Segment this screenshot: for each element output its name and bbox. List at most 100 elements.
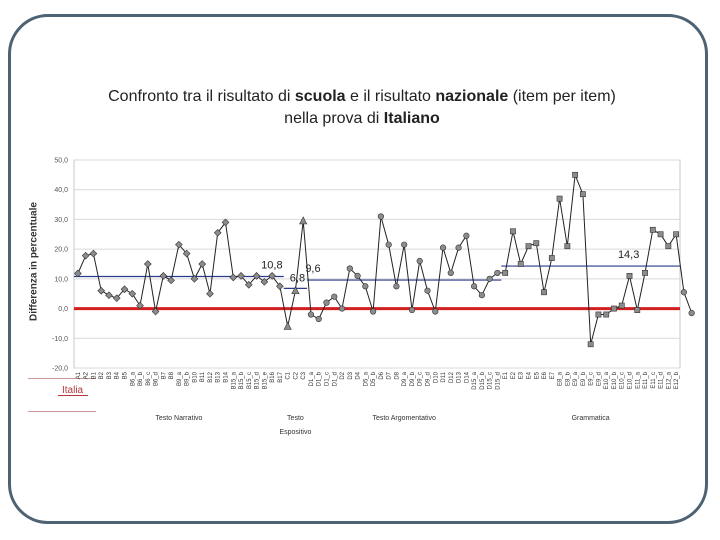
x-tick-label: E9_d bbox=[596, 372, 602, 386]
x-tick-label: E10_c bbox=[620, 372, 626, 389]
x-tick-label: E1 bbox=[503, 371, 509, 379]
x-tick-label: B15_b bbox=[239, 371, 245, 389]
data-point bbox=[634, 307, 641, 313]
section-mean-label: 14,3 bbox=[618, 249, 639, 261]
data-point bbox=[564, 243, 571, 250]
x-tick-label: D2 bbox=[340, 371, 346, 379]
x-tick-label: E11_d bbox=[659, 372, 665, 389]
data-point bbox=[447, 269, 454, 277]
data-point bbox=[136, 301, 144, 310]
data-point bbox=[626, 272, 633, 279]
x-tick-label: D6 bbox=[379, 371, 385, 379]
x-tick-label: B2 bbox=[99, 371, 105, 379]
y-tick-label: 40,0 bbox=[54, 187, 68, 194]
data-point bbox=[97, 286, 106, 295]
x-tick-label: B8 bbox=[169, 371, 175, 379]
y-tick-label: -20,0 bbox=[52, 366, 68, 373]
legend-border-bottom bbox=[28, 411, 96, 412]
x-tick-label: E8_a bbox=[558, 371, 564, 386]
data-point bbox=[587, 341, 594, 348]
x-tick-label: D12 bbox=[449, 371, 455, 383]
y-tick-label: -10,0 bbox=[52, 336, 68, 343]
x-tick-label: B6_d bbox=[154, 372, 160, 386]
x-tick-label: D1_b bbox=[317, 371, 323, 386]
data-point bbox=[556, 195, 563, 202]
section-label: Testo Argomentativo bbox=[372, 415, 436, 422]
section-mean-label: 9,6 bbox=[305, 263, 320, 275]
x-tick-label: D15_d bbox=[495, 372, 501, 390]
x-tick-label: B6_b bbox=[138, 371, 144, 386]
legend: Italia bbox=[28, 378, 96, 412]
data-point bbox=[89, 249, 98, 258]
x-tick-label: E3 bbox=[519, 371, 525, 379]
data-point bbox=[579, 191, 586, 198]
y-tick-label: 20,0 bbox=[54, 247, 68, 254]
x-tick-label: B15_c bbox=[247, 372, 253, 389]
x-tick-label: D9_c bbox=[418, 372, 424, 386]
data-point bbox=[680, 289, 687, 296]
data-point bbox=[385, 241, 392, 248]
data-point bbox=[541, 289, 547, 296]
x-tick-label: E9_c bbox=[589, 372, 595, 386]
data-point bbox=[128, 289, 137, 298]
x-tick-label: B14 bbox=[224, 371, 230, 382]
x-tick-label: D1_c bbox=[325, 372, 331, 386]
data-point bbox=[182, 249, 191, 258]
data-point bbox=[331, 293, 338, 300]
section-label: Testo bbox=[287, 415, 304, 422]
x-tick-label: D7 bbox=[387, 371, 393, 379]
x-tick-label: B6_a bbox=[130, 371, 136, 386]
data-point bbox=[190, 275, 199, 283]
x-tick-label: D14 bbox=[464, 371, 470, 383]
x-tick-label: A2 bbox=[84, 371, 90, 379]
x-tick-label: D5_a bbox=[363, 371, 369, 386]
data-point bbox=[105, 291, 113, 300]
data-point bbox=[315, 315, 322, 323]
data-point bbox=[307, 311, 315, 318]
x-tick-label: D9_b bbox=[410, 371, 416, 386]
x-tick-label: B7 bbox=[161, 371, 167, 379]
data-point bbox=[338, 305, 346, 312]
data-point bbox=[299, 216, 308, 225]
x-tick-label: D5_b bbox=[371, 371, 377, 386]
x-tick-label: D1_d bbox=[332, 372, 338, 386]
data-point bbox=[74, 269, 82, 278]
x-tick-label: E10_a bbox=[604, 371, 610, 389]
x-tick-label: D15_b bbox=[480, 371, 486, 389]
data-point bbox=[486, 275, 493, 282]
data-point bbox=[198, 260, 207, 268]
section-label: Espositivo bbox=[279, 429, 311, 436]
data-point bbox=[673, 231, 680, 238]
y-tick-label: 30,0 bbox=[54, 217, 68, 224]
x-tick-label: E12_b bbox=[674, 371, 680, 389]
data-point bbox=[548, 255, 555, 261]
data-point bbox=[478, 292, 485, 299]
x-tick-label: D10 bbox=[433, 371, 439, 383]
data-point bbox=[237, 272, 245, 280]
data-point bbox=[268, 272, 276, 280]
data-point bbox=[611, 305, 617, 312]
x-tick-label: B4 bbox=[115, 371, 121, 379]
x-tick-label: D8 bbox=[394, 371, 400, 379]
x-tick-label: E4 bbox=[527, 371, 533, 379]
data-point bbox=[618, 302, 625, 309]
x-tick-label: B15_d bbox=[255, 372, 261, 389]
data-point bbox=[401, 241, 408, 248]
legend-label-italia: Italia bbox=[62, 385, 84, 396]
x-tick-label: B9_a bbox=[177, 371, 183, 386]
x-tick-label: D11 bbox=[441, 371, 447, 382]
data-point bbox=[471, 283, 478, 290]
data-point bbox=[221, 218, 230, 227]
x-tick-label: E9_b bbox=[581, 371, 587, 386]
x-tick-label: C3 bbox=[301, 371, 307, 379]
x-tick-label: C2 bbox=[293, 371, 299, 379]
x-tick-label: E11_b bbox=[643, 371, 649, 389]
data-point bbox=[688, 309, 695, 317]
data-point bbox=[416, 257, 423, 265]
x-tick-label: D1_a bbox=[309, 371, 315, 386]
data-point bbox=[525, 243, 532, 250]
data-point bbox=[649, 226, 656, 233]
x-tick-label: E12_a bbox=[666, 371, 672, 389]
x-tick-label: D3 bbox=[348, 371, 354, 379]
y-tick-label: 50,0 bbox=[54, 158, 68, 165]
